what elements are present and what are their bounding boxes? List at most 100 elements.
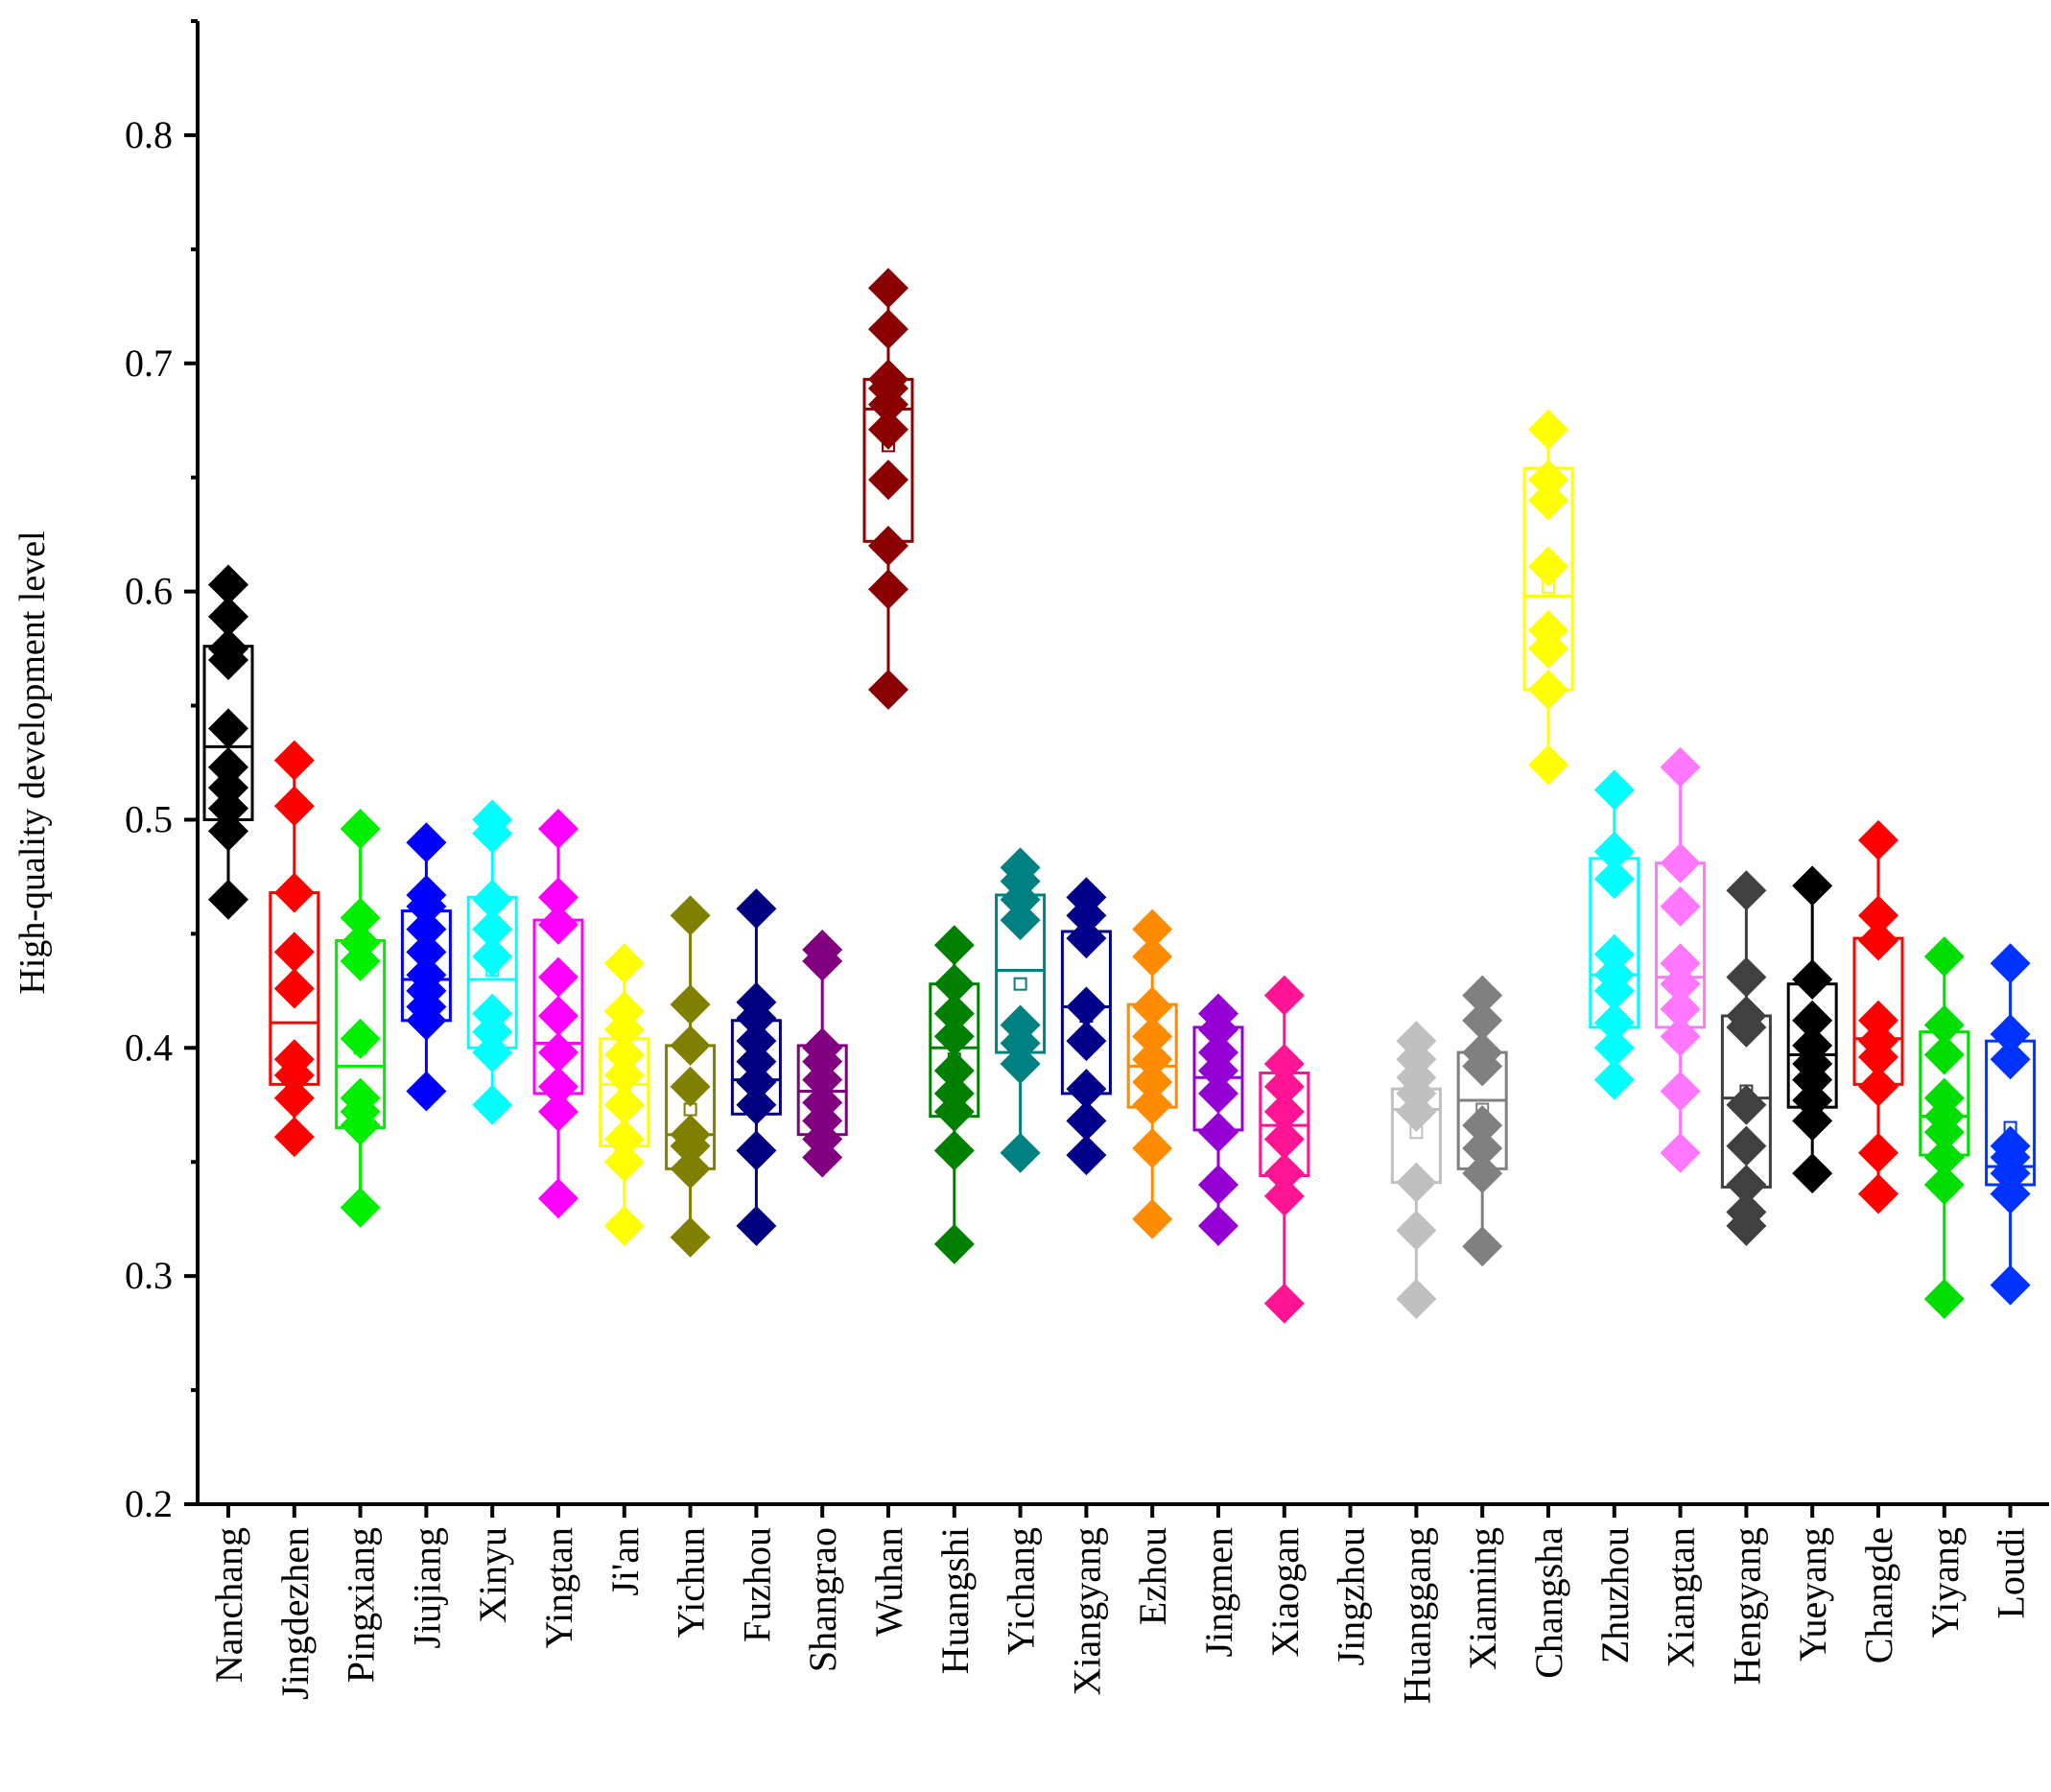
- data-point: [736, 981, 777, 1023]
- data-point: [802, 1082, 843, 1123]
- y-tick-label: 0.3: [125, 1254, 173, 1297]
- data-point: [1198, 1032, 1238, 1073]
- data-point: [472, 908, 513, 950]
- data-point: [802, 930, 843, 971]
- data-point: [538, 808, 578, 849]
- box-group: [335, 808, 387, 1228]
- data-point: [1593, 1027, 1635, 1069]
- data-point: [1660, 988, 1701, 1029]
- x-tick-label: Xiaogan: [1263, 1527, 1307, 1658]
- data-point: [1990, 1264, 2031, 1306]
- data-point: [208, 564, 248, 605]
- data-point: [1528, 460, 1568, 501]
- mean-marker: [1013, 977, 1027, 991]
- data-point: [1198, 1073, 1238, 1114]
- data-point: [1528, 409, 1568, 450]
- x-tick-label: Loudi: [1990, 1527, 2033, 1619]
- box-group: [1655, 746, 1707, 1173]
- x-tick-label: Shangrao: [801, 1527, 844, 1672]
- data-point: [1593, 1002, 1635, 1044]
- box-group: [1060, 877, 1112, 1176]
- y-tick-label: 0.7: [125, 342, 173, 385]
- data-point: [208, 596, 248, 637]
- x-tick-label: Zhuzhou: [1593, 1527, 1637, 1663]
- box-group: [466, 799, 518, 1125]
- data-point: [603, 1034, 645, 1075]
- data-point: [208, 788, 248, 829]
- data-point: [933, 1130, 975, 1171]
- x-tick-label: Xianning: [1461, 1527, 1504, 1670]
- data-point: [1462, 1127, 1503, 1168]
- x-tick-label: Jiujiang: [405, 1527, 448, 1649]
- data-point: [1923, 1137, 1965, 1178]
- data-point: [1990, 1125, 2031, 1167]
- data-point: [1726, 956, 1767, 998]
- data-point: [208, 767, 248, 809]
- data-point: [736, 1130, 777, 1171]
- data-point: [340, 1077, 381, 1119]
- data-point: [868, 309, 908, 350]
- data-point: [603, 943, 645, 984]
- data-point: [1462, 1032, 1503, 1073]
- data-point: [933, 963, 975, 1004]
- plot-area: [202, 268, 2037, 1324]
- data-point: [1528, 744, 1568, 786]
- box-group: [269, 740, 320, 1158]
- x-axis: Nanchang Jingdezhen Pingxiang Jiujiang Xinyu…: [207, 1504, 2033, 1704]
- data-point: [406, 1071, 447, 1112]
- data-point: [273, 1117, 315, 1158]
- data-point: [1858, 819, 1898, 861]
- x-tick-label: Fuzhou: [735, 1527, 778, 1642]
- data-point: [1990, 943, 2031, 984]
- data-point: [273, 1039, 315, 1080]
- data-point: [472, 799, 513, 840]
- data-point: [1593, 955, 1635, 996]
- data-point: [1792, 1153, 1833, 1194]
- data-point: [1066, 1135, 1107, 1176]
- data-point: [538, 1178, 578, 1219]
- box-group: [1259, 975, 1310, 1324]
- data-point: [868, 526, 908, 567]
- data-point: [603, 1084, 645, 1125]
- data-point: [670, 984, 711, 1026]
- data-point: [1660, 963, 1701, 1004]
- data-point: [1000, 1043, 1041, 1084]
- data-point: [736, 1084, 777, 1125]
- data-point: [933, 1223, 975, 1264]
- data-point: [670, 1025, 711, 1066]
- data-point: [736, 1205, 777, 1246]
- x-tick-label: Hengyang: [1725, 1527, 1768, 1685]
- data-point: [273, 872, 315, 913]
- data-point: [1263, 1153, 1305, 1194]
- data-point: [1528, 480, 1568, 521]
- data-point: [538, 956, 578, 998]
- x-tick-label: Wuhan: [867, 1527, 910, 1637]
- data-point: [538, 1066, 578, 1107]
- data-point: [1396, 1278, 1437, 1319]
- data-point: [1263, 1119, 1305, 1160]
- data-point: [1132, 1016, 1173, 1057]
- data-point: [1858, 1021, 1898, 1062]
- data-point: [1132, 936, 1173, 978]
- data-point: [1263, 1283, 1305, 1324]
- data-point: [1528, 610, 1568, 651]
- data-point: [208, 811, 248, 852]
- y-axis-title: High-quality development level: [12, 531, 53, 994]
- data-point: [1660, 943, 1701, 984]
- data-point: [273, 786, 315, 827]
- x-tick-label: Huanggang: [1395, 1527, 1438, 1704]
- x-tick-label: Yichun: [670, 1527, 713, 1639]
- data-point: [736, 1061, 777, 1102]
- box-group: [1456, 975, 1508, 1267]
- data-point: [1263, 1066, 1305, 1107]
- data-point: [1660, 1071, 1701, 1112]
- data-point: [1000, 1004, 1041, 1046]
- y-tick-label: 0.6: [125, 570, 173, 613]
- data-point: [538, 1032, 578, 1073]
- data-point: [1660, 885, 1701, 927]
- x-tick-label: Xiangtan: [1660, 1527, 1703, 1668]
- data-point: [1858, 920, 1898, 961]
- data-point: [340, 922, 381, 963]
- data-point: [1132, 908, 1173, 950]
